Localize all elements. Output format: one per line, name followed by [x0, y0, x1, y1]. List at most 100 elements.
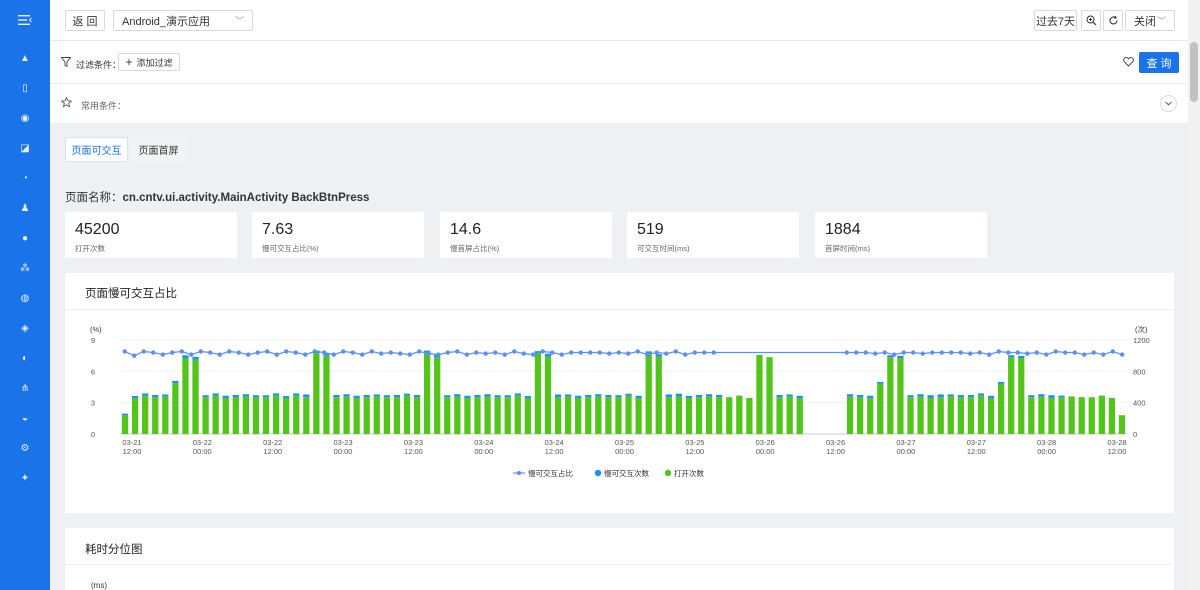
rocket-icon[interactable]: ▲ [20, 52, 30, 64]
bar-open-count [262, 397, 270, 434]
add-filter-button[interactable]: + 添加过滤 [118, 53, 180, 71]
bar-open-count [464, 397, 471, 434]
filter-row: 过滤条件： + 添加过滤 查 询 [50, 41, 1188, 84]
plugin-icon[interactable]: ✦ [20, 472, 30, 484]
filter-label: 过滤条件： [76, 60, 122, 70]
bar-slow-count [1008, 355, 1015, 358]
bar-slow-count [363, 394, 370, 398]
bar-open-count [937, 397, 944, 434]
config-icon[interactable]: ⚙ [20, 442, 30, 454]
bar-open-count [222, 397, 229, 434]
stat-label: 首屏时间(ms) [825, 244, 870, 253]
line-point [312, 349, 317, 354]
scroll-thumb[interactable] [1190, 42, 1198, 102]
bar-slow-count [917, 394, 924, 397]
line-point [626, 351, 631, 356]
bar-slow-count [595, 394, 602, 397]
bar-slow-count [796, 395, 803, 398]
bar-slow-count [1048, 395, 1055, 398]
settings-icon[interactable]: ◈ [21, 322, 29, 334]
line-point [455, 349, 460, 354]
bar-slow-count [544, 353, 552, 357]
auto-refresh-select[interactable]: 关闭 ﹀ [1125, 10, 1175, 31]
line-point [578, 350, 583, 355]
x-tick-date: 03-23 [404, 438, 423, 447]
line-point [227, 349, 232, 354]
bar-open-count [615, 397, 622, 434]
x-tick-time: 12:00 [123, 447, 142, 456]
bar-slow-count [957, 394, 964, 398]
x-tick-date: 03-25 [615, 438, 634, 447]
time-range-button[interactable]: 过去7天 [1034, 10, 1077, 31]
bar-slow-count [977, 393, 985, 396]
stat-value: 14.6 [450, 221, 482, 238]
zoom-icon[interactable] [1081, 10, 1101, 31]
chevron-down-icon: ﹀ [1156, 16, 1166, 26]
line-point [122, 349, 127, 354]
line-point [388, 350, 393, 355]
bar-open-count [736, 395, 743, 434]
y-right-unit: (次) [1135, 324, 1148, 334]
line-point [939, 350, 944, 355]
bar-slow-count [776, 394, 783, 398]
y-right-tick: 0 [1133, 430, 1137, 439]
line-point [1025, 351, 1030, 356]
star-icon[interactable] [60, 96, 73, 108]
x-tick-time: 12:00 [967, 447, 986, 456]
record-icon[interactable]: ● [21, 232, 29, 244]
target-icon[interactable]: ◉ [20, 112, 30, 124]
report-icon[interactable]: ◐ [21, 352, 29, 364]
legend-dot [664, 469, 672, 477]
bar-slow-count [333, 394, 340, 398]
stat-label: 慢首屏占比(%) [450, 244, 500, 253]
bar-open-count [534, 353, 542, 434]
bar-open-count [746, 397, 753, 434]
bar-slow-count [615, 395, 622, 398]
app-select[interactable]: Android_演示应用 ﹀ [113, 10, 253, 31]
bar-slow-count [685, 396, 693, 398]
bar-slow-count [947, 394, 954, 397]
bar-slow-count [514, 393, 521, 396]
line-point [607, 351, 612, 356]
line-point [483, 351, 488, 356]
refresh-icon[interactable] [1103, 10, 1123, 31]
chart-icon[interactable]: ◪ [20, 142, 30, 154]
phone-icon[interactable]: ▯ [22, 82, 28, 94]
gauge-icon[interactable]: ◔ [21, 172, 29, 184]
bell-icon[interactable]: ◒ [21, 412, 29, 424]
line-point [844, 350, 849, 355]
back-button[interactable]: 返 回 [65, 10, 105, 31]
bar-slow-count [474, 394, 481, 398]
page-name: 页面名称：cn.cntv.ui.activity.MainActivity Ba… [65, 189, 369, 205]
line-point [436, 352, 441, 357]
expand-toggle[interactable] [1160, 95, 1177, 112]
globe-icon[interactable]: ◍ [20, 292, 30, 304]
bar-open-count [1098, 395, 1105, 434]
user-icon[interactable]: ♟ [20, 202, 30, 214]
filter-icon [60, 56, 72, 68]
bar-slow-count [987, 395, 995, 398]
line-point [284, 349, 289, 354]
line-point [635, 349, 640, 354]
line-point [673, 349, 678, 354]
menu-icon[interactable] [17, 12, 33, 28]
bar-slow-count [343, 394, 350, 397]
bar-open-count [172, 383, 179, 434]
bar-open-count [635, 397, 642, 434]
bar-slow-count [202, 395, 209, 398]
x-tick-time: 00:00 [193, 447, 212, 456]
bar-slow-count [373, 394, 380, 397]
line-point [711, 350, 716, 355]
network-icon[interactable]: ⁂ [20, 262, 30, 274]
bar-open-count [212, 395, 219, 434]
tree-icon[interactable]: ⋔ [20, 382, 30, 394]
tab-page-interactive[interactable]: 页面可交互 [65, 137, 128, 162]
tab-page-first-screen[interactable]: 页面首屏 [130, 137, 187, 162]
query-button[interactable]: 查 询 [1139, 52, 1179, 73]
page-scrollbar[interactable] [1188, 0, 1200, 590]
favorite-heart-icon[interactable] [1123, 56, 1135, 68]
line-point [1006, 350, 1011, 355]
bar-open-count [625, 395, 632, 434]
bar-open-count [142, 395, 149, 434]
auto-refresh-value: 关闭 [1134, 15, 1156, 28]
